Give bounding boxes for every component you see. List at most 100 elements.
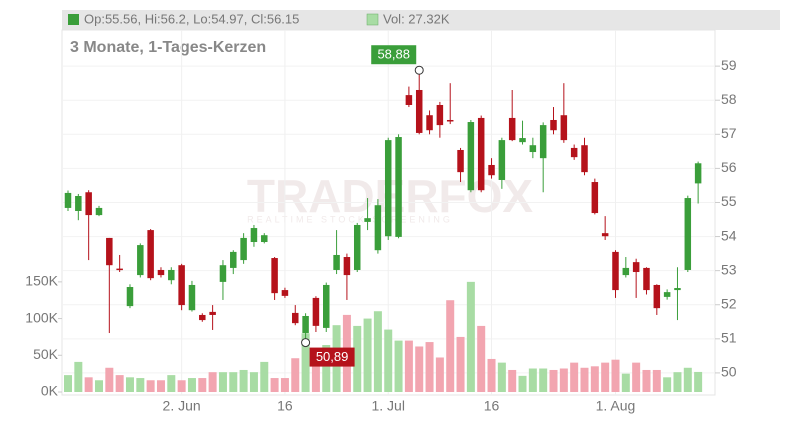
low-marker	[301, 338, 311, 348]
y2-tick-label: 50K	[33, 346, 59, 362]
volume-bar	[528, 368, 537, 392]
candle-body	[219, 265, 227, 282]
candle-body	[519, 138, 526, 143]
volume-bar	[167, 375, 176, 392]
volume-bar	[652, 369, 661, 392]
candle-body	[508, 117, 516, 141]
y-tick-label: 51	[721, 330, 737, 346]
volume-bar	[115, 375, 124, 392]
candle-body	[271, 258, 278, 294]
candle-body	[384, 140, 392, 237]
volume-bar	[590, 366, 599, 392]
volume-bar	[601, 362, 610, 392]
candle-body	[560, 115, 568, 141]
low-label-bg	[309, 347, 355, 367]
candle-body	[405, 95, 413, 105]
volume-bar	[373, 311, 382, 392]
candle-body	[312, 297, 320, 326]
legend-bar	[62, 10, 780, 30]
candle-body	[529, 145, 537, 153]
x-tick-label: 16	[484, 398, 500, 414]
candle-body	[601, 233, 609, 237]
volume-bar	[497, 362, 506, 392]
volume-bar	[694, 371, 703, 392]
legend-volume: Vol: 27.32K	[383, 11, 450, 26]
volume-bar	[239, 369, 248, 392]
volume-bar	[435, 357, 444, 392]
volume-bar	[518, 375, 527, 392]
volume-bar	[311, 351, 320, 392]
volume-bar	[353, 325, 362, 392]
legend-ohlc: Op:55.56, Hi:56.2, Lo:54.97, Cl:56.15	[84, 11, 299, 26]
volume-bar	[260, 361, 269, 392]
volume-bar	[611, 359, 620, 392]
candle-body	[64, 192, 72, 208]
volume-bar	[270, 378, 279, 392]
candle-body	[539, 125, 547, 159]
volume-bar	[404, 340, 413, 392]
volume-bar	[580, 367, 589, 392]
volume-bar	[549, 369, 558, 392]
subtitle: 3 Monate, 1-Tages-Kerzen	[70, 39, 266, 56]
candle-body	[395, 137, 402, 237]
volume-bar	[673, 372, 682, 392]
candle-body	[591, 182, 599, 214]
candle-body	[415, 89, 423, 133]
volume-bar	[394, 340, 403, 392]
volume-bar	[136, 378, 145, 392]
volume-bar	[508, 369, 517, 392]
volume-bar	[425, 342, 434, 392]
volume-bar	[363, 318, 372, 392]
high-label-bg	[371, 45, 417, 65]
candle-body	[426, 115, 433, 131]
volume-bar	[683, 367, 692, 392]
volume-bar	[64, 375, 72, 392]
candle-body	[550, 119, 557, 131]
volume-bar	[208, 372, 217, 392]
candle-body	[126, 287, 134, 307]
candle-body	[240, 237, 247, 261]
y-tick-label: 53	[721, 261, 737, 277]
volume-bar	[187, 378, 196, 392]
x-tick-label: 1. Jul	[371, 398, 404, 414]
high-label: 58,88	[377, 47, 410, 62]
candle-body	[116, 268, 123, 271]
volume-bar	[487, 358, 496, 392]
volume-bar	[84, 377, 93, 392]
volume-bar	[74, 361, 83, 392]
candle-body	[622, 267, 630, 276]
volume-bar	[570, 362, 579, 392]
low-label: 50,89	[316, 349, 349, 364]
x-tick-label: 1. Aug	[596, 398, 636, 414]
volume-bar	[559, 368, 568, 392]
candle-body	[488, 164, 495, 176]
candle-body	[353, 224, 361, 270]
volume-bar	[415, 346, 424, 392]
candle-body	[250, 228, 258, 243]
candle-body	[343, 257, 351, 276]
x-tick-label: 2. Jun	[163, 398, 201, 414]
volume-bar	[125, 377, 134, 392]
candle-body	[261, 235, 268, 243]
y2-tick-label: 150K	[25, 273, 58, 289]
candle-body	[292, 312, 299, 324]
candle-body	[653, 284, 661, 309]
volume-bar	[156, 380, 165, 392]
y-tick-label: 52	[721, 295, 737, 311]
y2-tick-label: 0K	[41, 383, 59, 399]
candle-body	[612, 251, 619, 291]
high-marker	[414, 65, 424, 75]
candle-body	[694, 163, 702, 184]
volume-bar	[177, 380, 186, 392]
volume-bar	[322, 345, 331, 392]
candle-body	[230, 251, 237, 268]
legend-swatch	[68, 14, 79, 25]
y2-tick-label: 100K	[25, 309, 58, 325]
candle-body	[436, 104, 444, 126]
candle-body	[147, 230, 154, 279]
candle-body	[137, 245, 144, 276]
y-tick-label: 57	[721, 125, 737, 141]
candle-body	[85, 192, 92, 216]
watermark-sub: REALTIME STOCK SCREENING	[247, 214, 453, 224]
